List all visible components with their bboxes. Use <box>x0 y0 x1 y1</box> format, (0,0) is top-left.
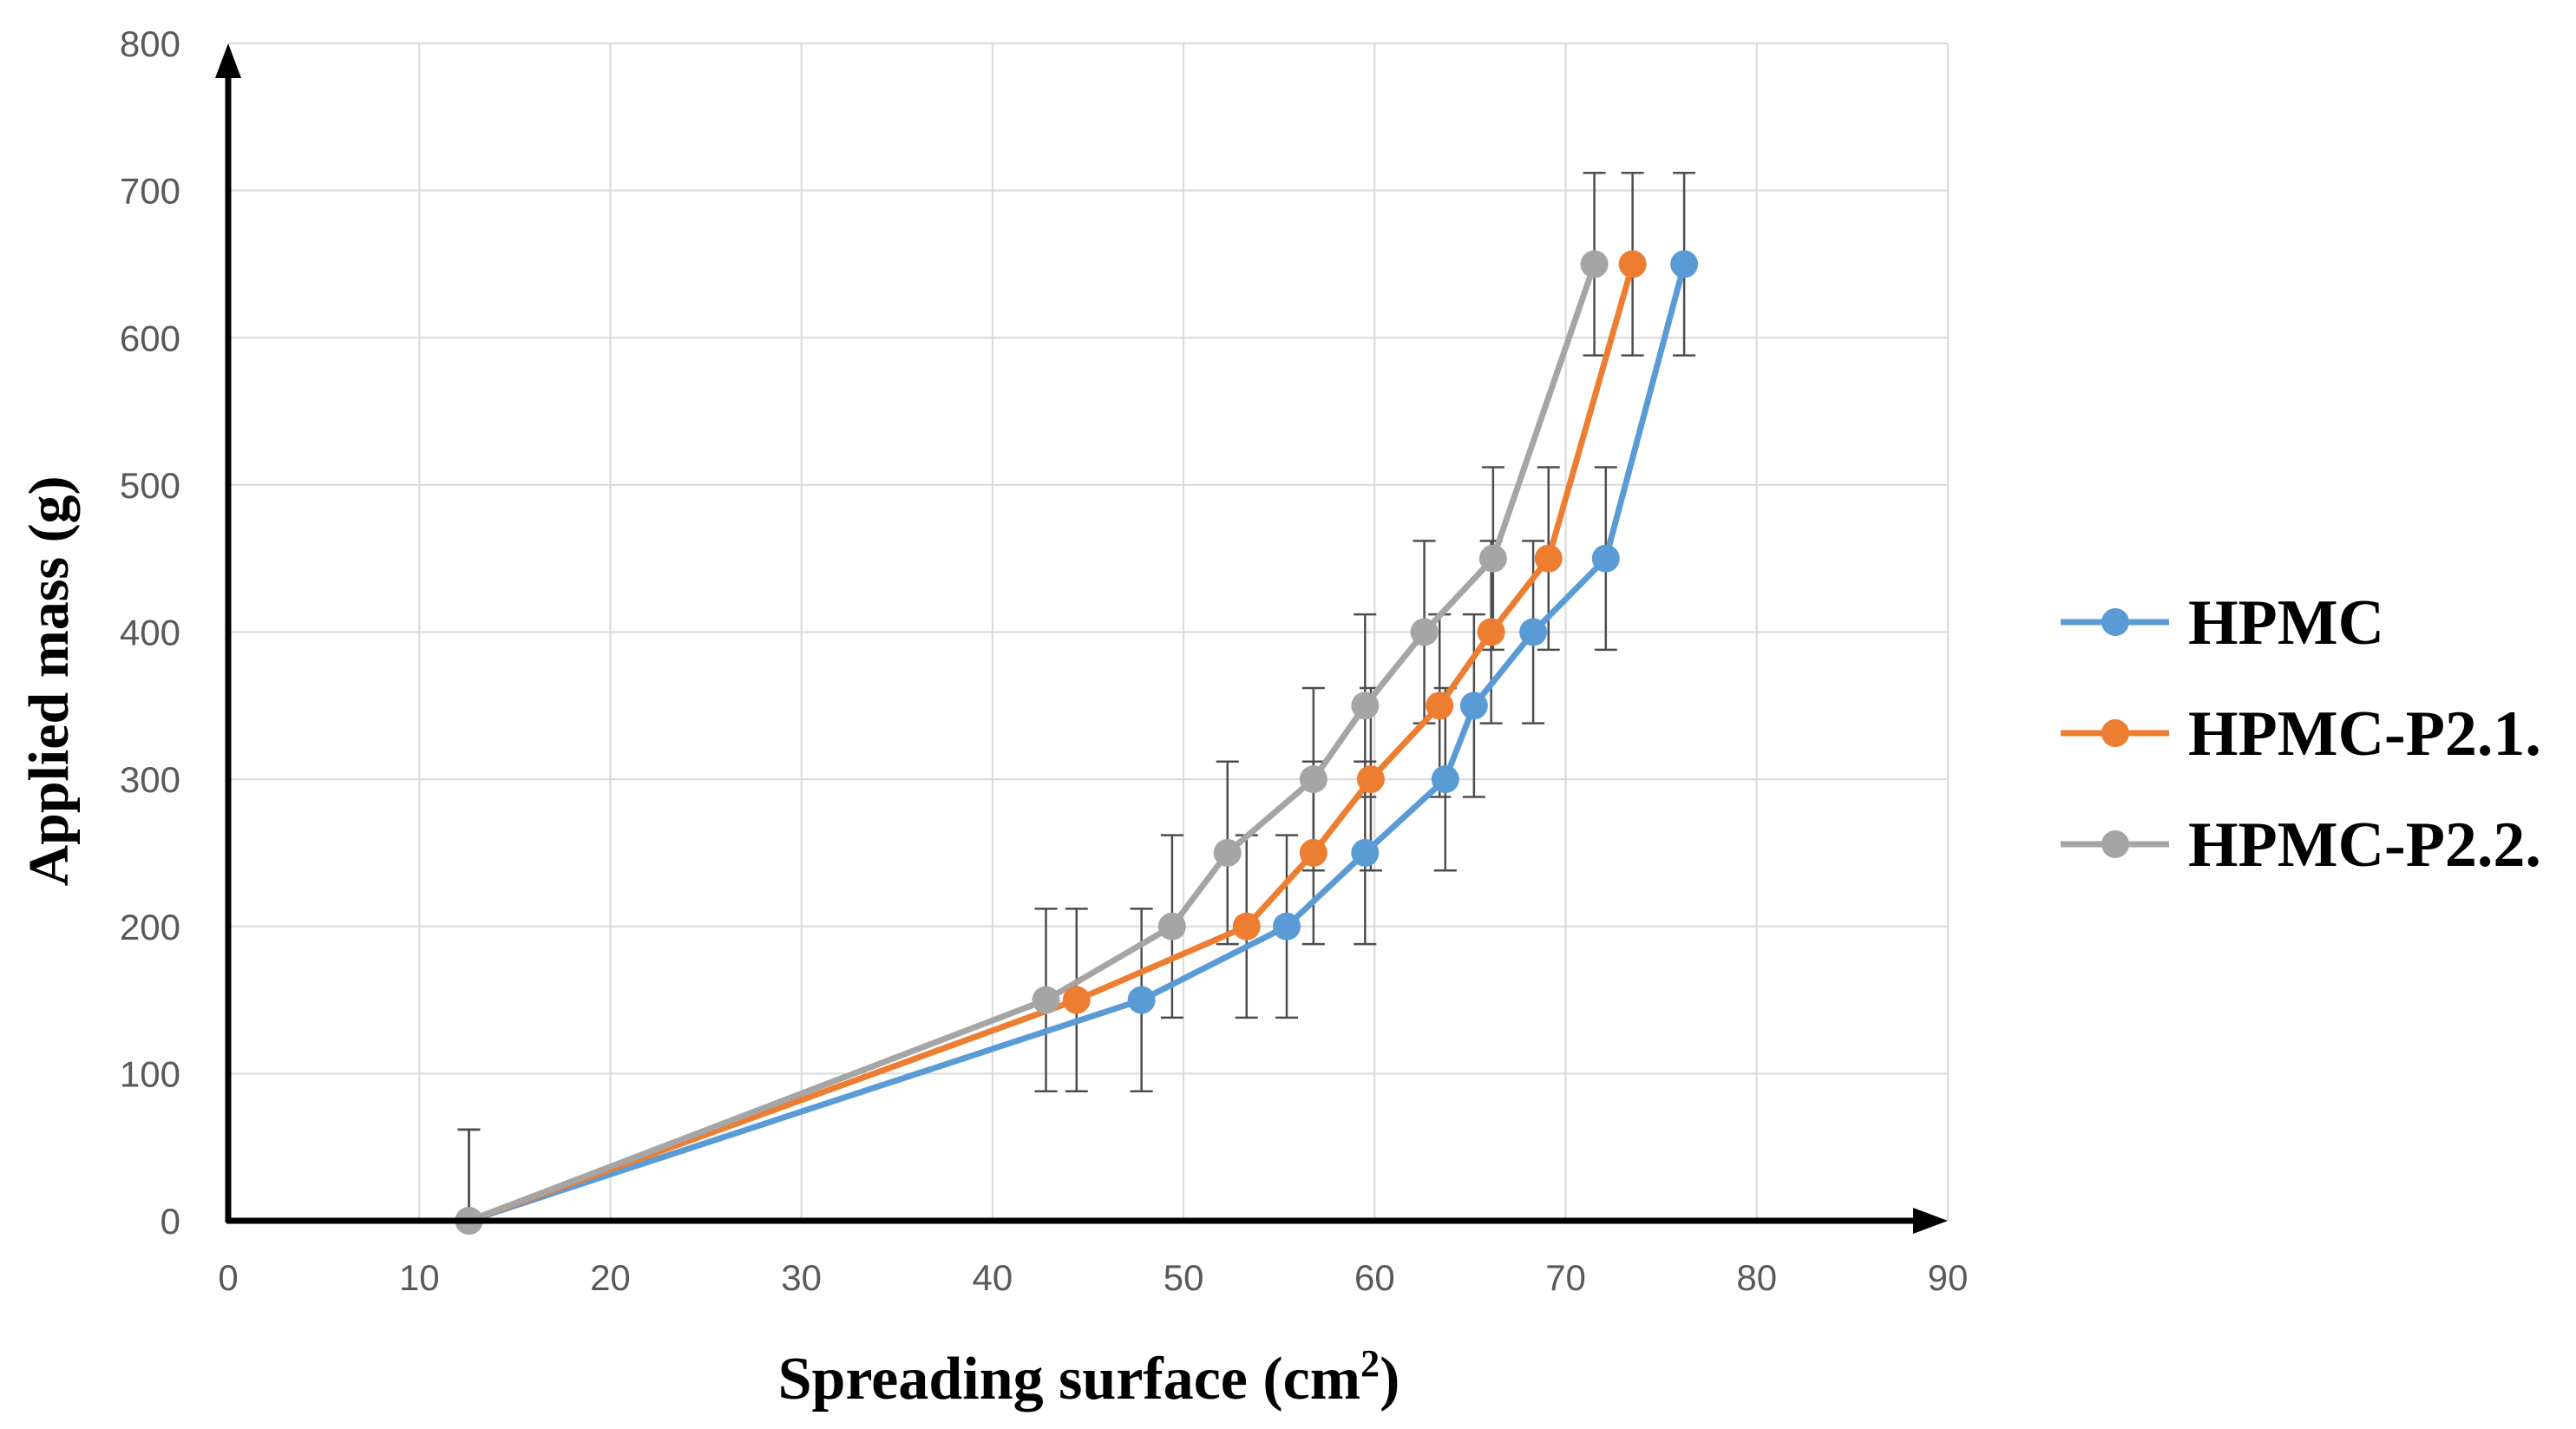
data-points <box>455 250 1699 1235</box>
data-point <box>1127 986 1156 1014</box>
data-point <box>1157 912 1186 941</box>
y-tick-label: 500 <box>120 465 180 506</box>
data-point <box>1431 765 1459 794</box>
x-axis-title-sup: 2 <box>1360 1342 1380 1385</box>
data-point <box>1459 692 1488 720</box>
y-tick-label: 800 <box>120 23 180 64</box>
y-tick-label: 100 <box>120 1053 180 1094</box>
x-axis-title: Spreading surface (cm2) <box>778 1342 1400 1413</box>
data-point <box>1356 765 1385 794</box>
data-point <box>1478 544 1507 573</box>
y-tick-label: 300 <box>120 759 180 800</box>
grid <box>228 43 1949 1221</box>
y-tick-label: 600 <box>120 318 180 358</box>
x-tick-label: 90 <box>1928 1257 1969 1298</box>
legend-swatch-marker <box>2101 719 2129 747</box>
y-tick-label: 200 <box>120 907 180 947</box>
data-point <box>1534 544 1563 573</box>
legend-label: HPMC-P2.2. <box>2188 810 2541 881</box>
x-tick-label: 50 <box>1163 1257 1204 1298</box>
x-tick-label: 80 <box>1736 1257 1777 1298</box>
x-tick-label: 10 <box>399 1257 440 1298</box>
y-tick-label: 700 <box>120 171 180 212</box>
data-point <box>1477 618 1505 646</box>
data-point <box>1351 692 1380 720</box>
data-point <box>1618 250 1647 279</box>
y-axis-title: Applied mass (g) <box>17 475 81 886</box>
data-point <box>1519 618 1548 646</box>
x-tick-label: 0 <box>218 1257 238 1298</box>
x-tick-label: 40 <box>973 1257 1013 1298</box>
x-tick-label: 70 <box>1545 1257 1586 1298</box>
data-point <box>1232 912 1261 941</box>
y-tick-label: 0 <box>161 1201 180 1242</box>
data-point <box>1580 250 1609 279</box>
legend-label: HPMC <box>2188 587 2384 659</box>
tick-labels: 0 10 20 30 40 50 60 70 80 90 0 100 200 300 400 500 600 70… <box>120 23 1968 1298</box>
y-tick-label: 400 <box>120 613 180 653</box>
error-bars <box>457 172 1696 1221</box>
data-point <box>1591 544 1620 573</box>
data-point <box>1062 986 1091 1014</box>
legend-label: HPMC-P2.1. <box>2188 698 2541 770</box>
data-point <box>1670 250 1699 279</box>
x-axis-arrow <box>1913 1208 1948 1234</box>
x-axis-title-close: ) <box>1380 1346 1399 1413</box>
legend: HPMC HPMC-P2.1. HPMC-P2.2. <box>2061 587 2541 881</box>
data-point <box>1299 765 1327 794</box>
x-axis-title-main: Spreading surface (cm <box>778 1346 1360 1413</box>
data-point <box>1426 692 1454 720</box>
y-axis-arrow <box>215 43 241 78</box>
data-point <box>1032 986 1060 1014</box>
x-tick-label: 60 <box>1354 1257 1395 1298</box>
data-point <box>1351 838 1380 867</box>
data-point <box>1273 912 1301 941</box>
x-tick-label: 30 <box>781 1257 822 1298</box>
legend-swatch-marker <box>2101 830 2129 858</box>
axes <box>215 43 1948 1234</box>
data-point <box>1213 838 1242 867</box>
legend-swatch-marker <box>2101 608 2129 636</box>
x-tick-label: 20 <box>590 1257 631 1298</box>
series-line-2 <box>468 263 1597 1224</box>
data-point <box>1299 838 1327 867</box>
data-point <box>1410 618 1439 646</box>
